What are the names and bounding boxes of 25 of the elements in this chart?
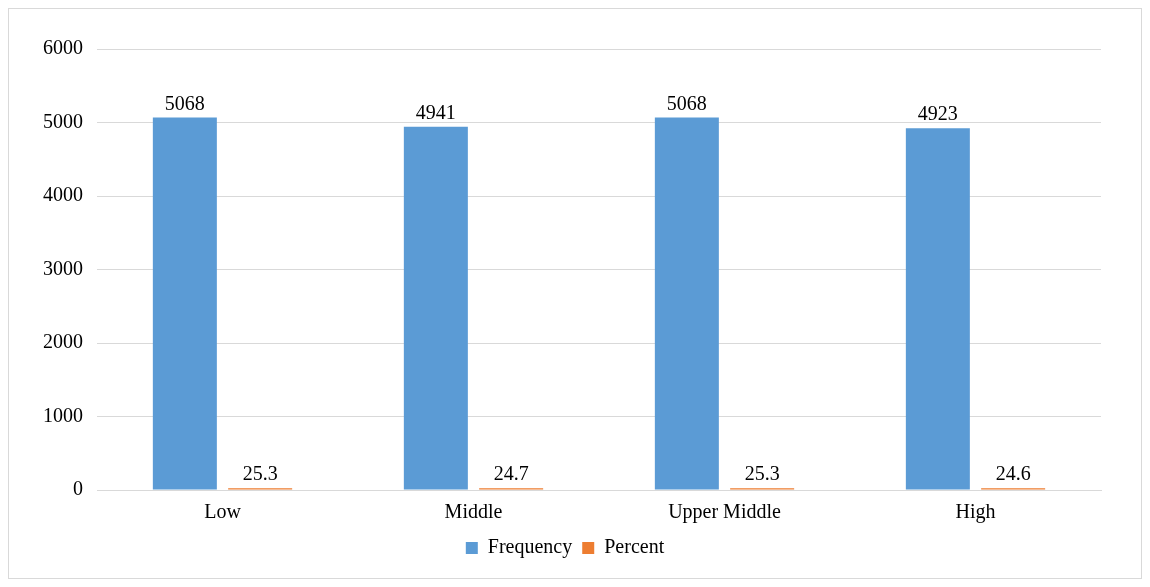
x-tick-label: Upper Middle bbox=[668, 500, 781, 524]
y-tick-label: 3000 bbox=[43, 256, 83, 279]
y-tick-label: 4000 bbox=[43, 183, 83, 206]
x-tick-label: Low bbox=[204, 500, 242, 523]
bar bbox=[654, 117, 719, 490]
y-tick-label: 5000 bbox=[43, 109, 83, 132]
data-label: 24.7 bbox=[493, 462, 529, 485]
y-tick-label: 1000 bbox=[43, 403, 83, 426]
bar bbox=[152, 117, 217, 490]
legend-label: Percent bbox=[604, 535, 665, 558]
x-tick-label: Middle bbox=[444, 500, 503, 523]
legend-label: Frequency bbox=[487, 535, 573, 559]
bar bbox=[403, 126, 468, 490]
data-label: 25.3 bbox=[744, 462, 780, 485]
x-tick-label: High bbox=[955, 500, 996, 524]
y-tick-label: 0 bbox=[73, 477, 83, 500]
data-label: 25.3 bbox=[242, 462, 278, 485]
data-label: 5068 bbox=[666, 91, 707, 114]
data-label: 24.6 bbox=[995, 462, 1031, 485]
y-tick-label: 6000 bbox=[43, 36, 83, 59]
bar bbox=[905, 128, 970, 490]
data-label: 4923 bbox=[917, 102, 958, 125]
y-tick-label: 2000 bbox=[43, 330, 83, 353]
data-label: 4941 bbox=[415, 101, 456, 124]
data-label: 5068 bbox=[164, 91, 205, 114]
